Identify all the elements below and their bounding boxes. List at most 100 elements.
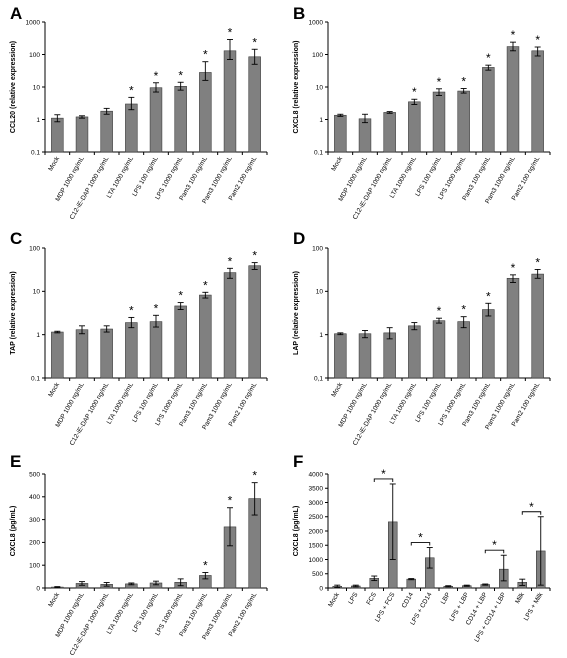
panel-a: A CCL20 (relative expression) 0.1 1 10 100 100… (10, 4, 268, 221)
x-tick-label: FCS (365, 591, 378, 606)
bar (383, 112, 396, 153)
bar (506, 277, 520, 379)
x-tick-label: LPS 100 ng/mL (414, 381, 443, 424)
bar (223, 272, 237, 379)
y-tick-label: 500 (29, 471, 40, 478)
bar (248, 265, 261, 379)
significance-star: * (418, 531, 423, 545)
x-tick-label: Pam2 100 ng/mL (228, 591, 259, 638)
bar (223, 50, 237, 153)
significance-star: * (535, 33, 540, 47)
y-axis-label: TAP (relative expression) (10, 271, 17, 354)
bar (358, 118, 372, 153)
significance-star: * (461, 74, 466, 88)
bar (199, 72, 212, 153)
significance-star: * (129, 303, 134, 317)
y-tick-label: 400 (29, 494, 40, 501)
y-tick-label: 500 (312, 571, 323, 578)
x-tick-label: Pam2 100 ng/mL (228, 155, 259, 202)
y-tick-label: 0 (36, 585, 40, 592)
y-tick-label: 2000 (309, 528, 324, 535)
y-tick-label: 100 (29, 563, 40, 570)
x-tick-label: Pam2 100 ng/mL (511, 381, 542, 428)
bar (149, 87, 163, 153)
bar (531, 273, 544, 379)
significance-star: * (228, 494, 233, 508)
significance-bracket (373, 478, 394, 482)
bar (406, 578, 416, 589)
bar (432, 91, 446, 153)
x-tick-label: Mock (330, 155, 344, 173)
y-tick-label: 100 (29, 245, 40, 252)
bar (358, 333, 372, 379)
significance-star: * (492, 538, 497, 552)
significance-star: * (381, 467, 386, 481)
y-tick-label: 2500 (309, 514, 324, 521)
significance-star: * (437, 304, 442, 318)
y-tick-label: 1000 (26, 19, 41, 26)
significance-star: * (412, 85, 417, 99)
x-tick-label: LTA 1000 ng/mL (106, 381, 136, 425)
y-tick-label: 4000 (309, 471, 324, 478)
y-tick-label: 100 (29, 52, 40, 59)
y-tick-label: 10 (33, 289, 41, 296)
bar (149, 321, 163, 379)
panel-letter: C (10, 229, 22, 248)
y-tick-label: 100 (312, 52, 323, 59)
bar (482, 67, 495, 153)
panel-f: F CXCL8 (pg/mL) 0 500 1000 1500 2000 2500 3000 35… (293, 452, 551, 644)
bar (100, 328, 113, 379)
significance-star: * (511, 261, 516, 275)
x-tick-label: LPS + Milk (523, 591, 545, 622)
significance-star: * (252, 469, 257, 483)
panel-b: B CXCL8 (relative expression) 0.1 1 10 100 100… (293, 4, 551, 221)
significance-star: * (437, 75, 442, 89)
significance-star: * (252, 249, 257, 263)
significance-star: * (203, 278, 208, 292)
y-axis-label: CXCL8 (pg/mL) (293, 506, 300, 557)
x-tick-label: Mock (47, 381, 61, 399)
x-tick-label: Pam2 100 ng/mL (228, 381, 259, 428)
y-tick-label: 1 (319, 117, 323, 124)
x-tick-label: LTA 1000 ng/mL (106, 155, 136, 199)
y-axis-label: CXCL8 (relative expression) (293, 41, 300, 134)
x-tick-label: Pam2 100 ng/mL (511, 155, 542, 202)
y-tick-label: 10 (316, 84, 324, 91)
y-axis-label: LAP (relative expression) (293, 271, 300, 355)
y-tick-label: 1000 (309, 557, 324, 564)
significance-star: * (154, 69, 159, 83)
significance-star: * (178, 68, 183, 82)
bar (334, 114, 347, 153)
bar (408, 325, 421, 379)
significance-star: * (486, 289, 491, 303)
y-tick-label: 10 (316, 289, 324, 296)
x-tick-label: Mock (47, 591, 61, 609)
bar (506, 46, 520, 153)
bar (174, 86, 187, 153)
y-tick-label: 0 (319, 585, 323, 592)
y-tick-label: 1 (36, 332, 40, 339)
significance-star: * (252, 35, 257, 49)
x-tick-label: Mock (327, 591, 341, 609)
y-tick-label: 10 (33, 84, 41, 91)
significance-star: * (486, 51, 491, 65)
y-tick-label: 0.1 (314, 149, 323, 156)
x-tick-label: Mock (47, 155, 61, 173)
bar (51, 331, 64, 379)
bar (248, 56, 261, 153)
y-tick-label: 100 (312, 245, 323, 252)
bar (457, 321, 470, 379)
x-tick-label: LPS 100 ng/mL (131, 155, 160, 198)
panel-letter: A (10, 4, 22, 23)
bar (75, 116, 89, 153)
y-axis-label: CCL20 (relative expression) (10, 41, 17, 133)
panel-letter: D (293, 229, 305, 248)
y-tick-label: 200 (29, 540, 40, 547)
y-tick-label: 3500 (309, 486, 324, 493)
bar (383, 332, 396, 379)
x-tick-label: LPS 100 ng/mL (414, 155, 443, 198)
panel-letter: E (10, 452, 21, 471)
bar (100, 110, 113, 153)
